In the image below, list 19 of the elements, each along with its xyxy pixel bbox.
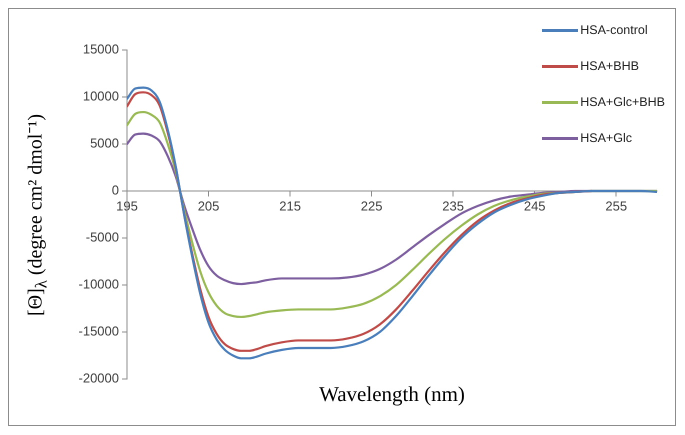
legend-label: HSA+Glc xyxy=(580,131,632,145)
x-tick-label: 205 xyxy=(198,198,220,214)
x-tick-label: 235 xyxy=(442,198,464,214)
y-tick-label: 15000 xyxy=(82,42,119,57)
legend-label: HSA+BHB xyxy=(580,59,639,73)
y-tick-label: 5000 xyxy=(90,136,119,151)
y-tick-label: 10000 xyxy=(82,88,119,104)
y-tick-label: -20000 xyxy=(78,370,119,386)
x-axis-title: Wavelength (nm) xyxy=(319,382,465,407)
legend-label: HSA-control xyxy=(580,23,648,37)
x-tick-label: 245 xyxy=(524,198,546,214)
x-tick-label: 255 xyxy=(605,198,628,214)
x-tick-label: 225 xyxy=(360,198,382,214)
y-tick-label: 0 xyxy=(112,182,119,198)
x-tick-label: 215 xyxy=(279,198,301,214)
y-tick-label: -5000 xyxy=(86,230,119,245)
legend-label: HSA+Glc+BHB xyxy=(580,95,665,109)
y-tick-label: -10000 xyxy=(78,276,119,292)
y-tick-label: -15000 xyxy=(78,324,119,339)
